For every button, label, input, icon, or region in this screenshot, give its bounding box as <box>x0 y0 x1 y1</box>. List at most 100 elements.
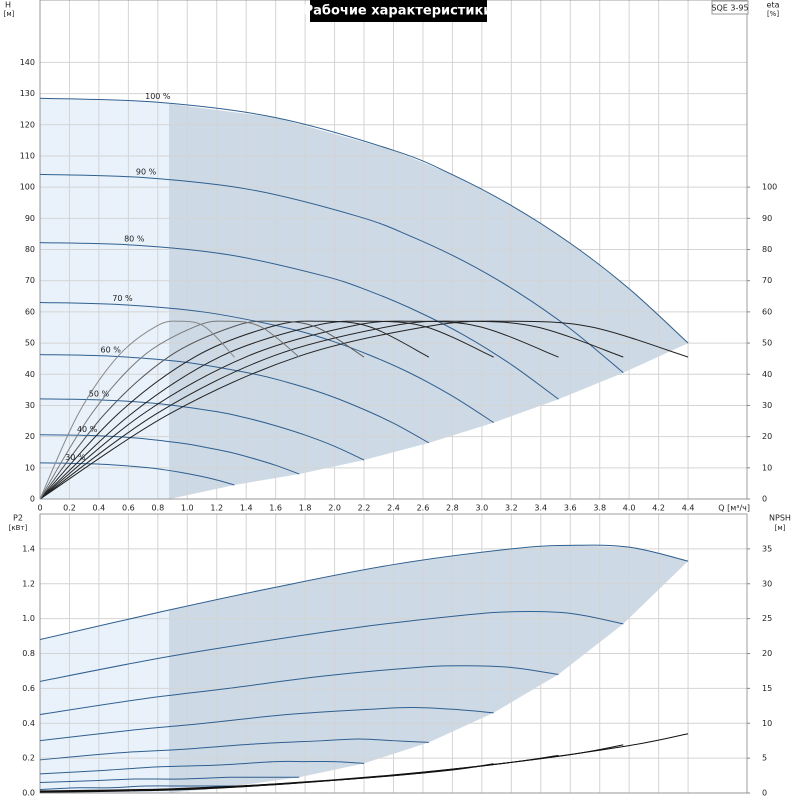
y2-tick-label: 30 <box>762 579 772 588</box>
y2-tick-label: 35 <box>762 544 772 553</box>
y-tick-label: 1.4 <box>22 544 35 553</box>
y2-tick-label: 90 <box>762 214 772 223</box>
y2-tick-label: 0 <box>762 495 767 504</box>
y2-tick-label: 25 <box>762 614 772 623</box>
y-tick-label: 40 <box>25 370 35 379</box>
y2-label: NPSH <box>769 514 791 523</box>
y2-tick-label: 20 <box>762 432 772 441</box>
curve <box>40 320 624 499</box>
x-tick-label: 1.4 <box>240 504 253 513</box>
y2-unit: [м] <box>775 524 786 532</box>
curve <box>40 320 365 499</box>
x-tick-label: 2.6 <box>417 504 430 513</box>
curve <box>40 763 494 793</box>
curve <box>40 665 559 716</box>
y-tick-label: 50 <box>25 339 35 348</box>
curve <box>40 760 365 775</box>
y-label: P2 <box>13 514 23 523</box>
min-flow-area <box>40 609 170 793</box>
y2-unit: [%] <box>767 10 779 18</box>
curve <box>40 320 559 499</box>
curve <box>40 97 689 344</box>
y-unit: [кВт] <box>9 524 28 532</box>
y2-tick-label: 100 <box>762 183 777 192</box>
plot: 0 10 20 30 40 50 60 70 80 90 100 110 120 130 140 0 10 20 3… <box>20 0 777 513</box>
x-tick-label: 3.8 <box>593 504 606 513</box>
x-label: Q [м³/ч] <box>718 504 750 513</box>
y-unit: [м] <box>4 10 15 18</box>
curve <box>40 611 624 682</box>
curve-label: 60 % <box>101 346 122 355</box>
y-tick-label: 80 <box>25 245 35 254</box>
x-tick-label: 4.0 <box>623 504 636 513</box>
curve <box>40 398 365 461</box>
title-box <box>310 0 487 22</box>
curve <box>40 320 300 499</box>
y2-tick-label: 10 <box>762 719 772 728</box>
x-tick-label: 2.2 <box>358 504 371 513</box>
x-tick-label: 2.8 <box>446 504 459 513</box>
y-tick-label: 10 <box>25 463 35 472</box>
x-tick-label: 1.0 <box>181 504 194 513</box>
y2-tick-label: 60 <box>762 307 772 316</box>
y-tick-label: 60 <box>25 307 35 316</box>
y-tick-label: 1.2 <box>22 579 35 588</box>
y2-tick-label: 40 <box>762 370 772 379</box>
y2-tick-label: 80 <box>762 245 772 254</box>
curve-label: 30 % <box>65 453 86 462</box>
curve <box>40 434 300 475</box>
y2-tick-label: 30 <box>762 401 772 410</box>
y-tick-label: 90 <box>25 214 35 223</box>
y2-tick-label: 20 <box>762 649 772 658</box>
plot: 0.0 0.2 0.4 0.6 0.8 1.0 1.2 1.4 0 5 10 15 20 25 30 35 <box>22 513 772 798</box>
x-tick-label: 1.8 <box>299 504 312 513</box>
series-group <box>40 97 689 499</box>
curve <box>40 320 235 499</box>
y-tick-label: 140 <box>20 58 35 67</box>
model-box <box>711 0 749 15</box>
curve <box>40 173 624 374</box>
x-tick-label: 0.8 <box>151 504 164 513</box>
series-group <box>40 544 689 793</box>
y2-tick-label: 5 <box>762 754 767 763</box>
y2-tick-label: 10 <box>762 463 772 472</box>
y-tick-label: 0 <box>30 495 35 504</box>
y-tick-label: 0.4 <box>22 719 35 728</box>
curve <box>40 302 494 424</box>
y-tick-label: 30 <box>25 401 35 410</box>
curve <box>40 320 494 499</box>
curve-label: 70 % <box>112 294 133 303</box>
y-tick-label: 20 <box>25 432 35 441</box>
model-label: SQE 3-95 <box>711 4 748 13</box>
x-tick-label: 2.4 <box>387 504 400 513</box>
x-tick-label: 3.6 <box>564 504 577 513</box>
y2-label: eta <box>767 1 780 10</box>
x-tick-label: 0.4 <box>93 504 106 513</box>
curve <box>40 242 559 400</box>
y-tick-label: 120 <box>20 120 35 129</box>
curve <box>40 320 689 499</box>
x-tick-label: 4.2 <box>652 504 665 513</box>
y-tick-label: 0.2 <box>22 754 35 763</box>
curve <box>40 707 494 742</box>
x-tick-label: 3.0 <box>476 504 489 513</box>
curve-label: 50 % <box>89 389 110 398</box>
curve <box>40 544 689 641</box>
y-tick-label: 100 <box>20 183 35 192</box>
x-tick-label: 3.4 <box>534 504 547 513</box>
x-tick-label: 1.6 <box>269 504 282 513</box>
x-tick-label: 0 <box>37 504 42 513</box>
curve-label: 40 % <box>77 425 98 434</box>
y-tick-label: 0.6 <box>22 684 35 693</box>
y2-tick-label: 70 <box>762 276 772 285</box>
curve <box>40 738 429 761</box>
chart-title: Рабочие характеристики <box>304 4 493 19</box>
y2-tick-label: 15 <box>762 684 772 693</box>
x-tick-label: 2.0 <box>328 504 341 513</box>
curve <box>40 354 430 444</box>
x-tick-label: 3.2 <box>505 504 518 513</box>
operating-area <box>169 103 689 500</box>
y-tick-label: 130 <box>20 89 35 98</box>
y-tick-label: 0.8 <box>22 649 35 658</box>
x-tick-label: 4.4 <box>682 504 695 513</box>
